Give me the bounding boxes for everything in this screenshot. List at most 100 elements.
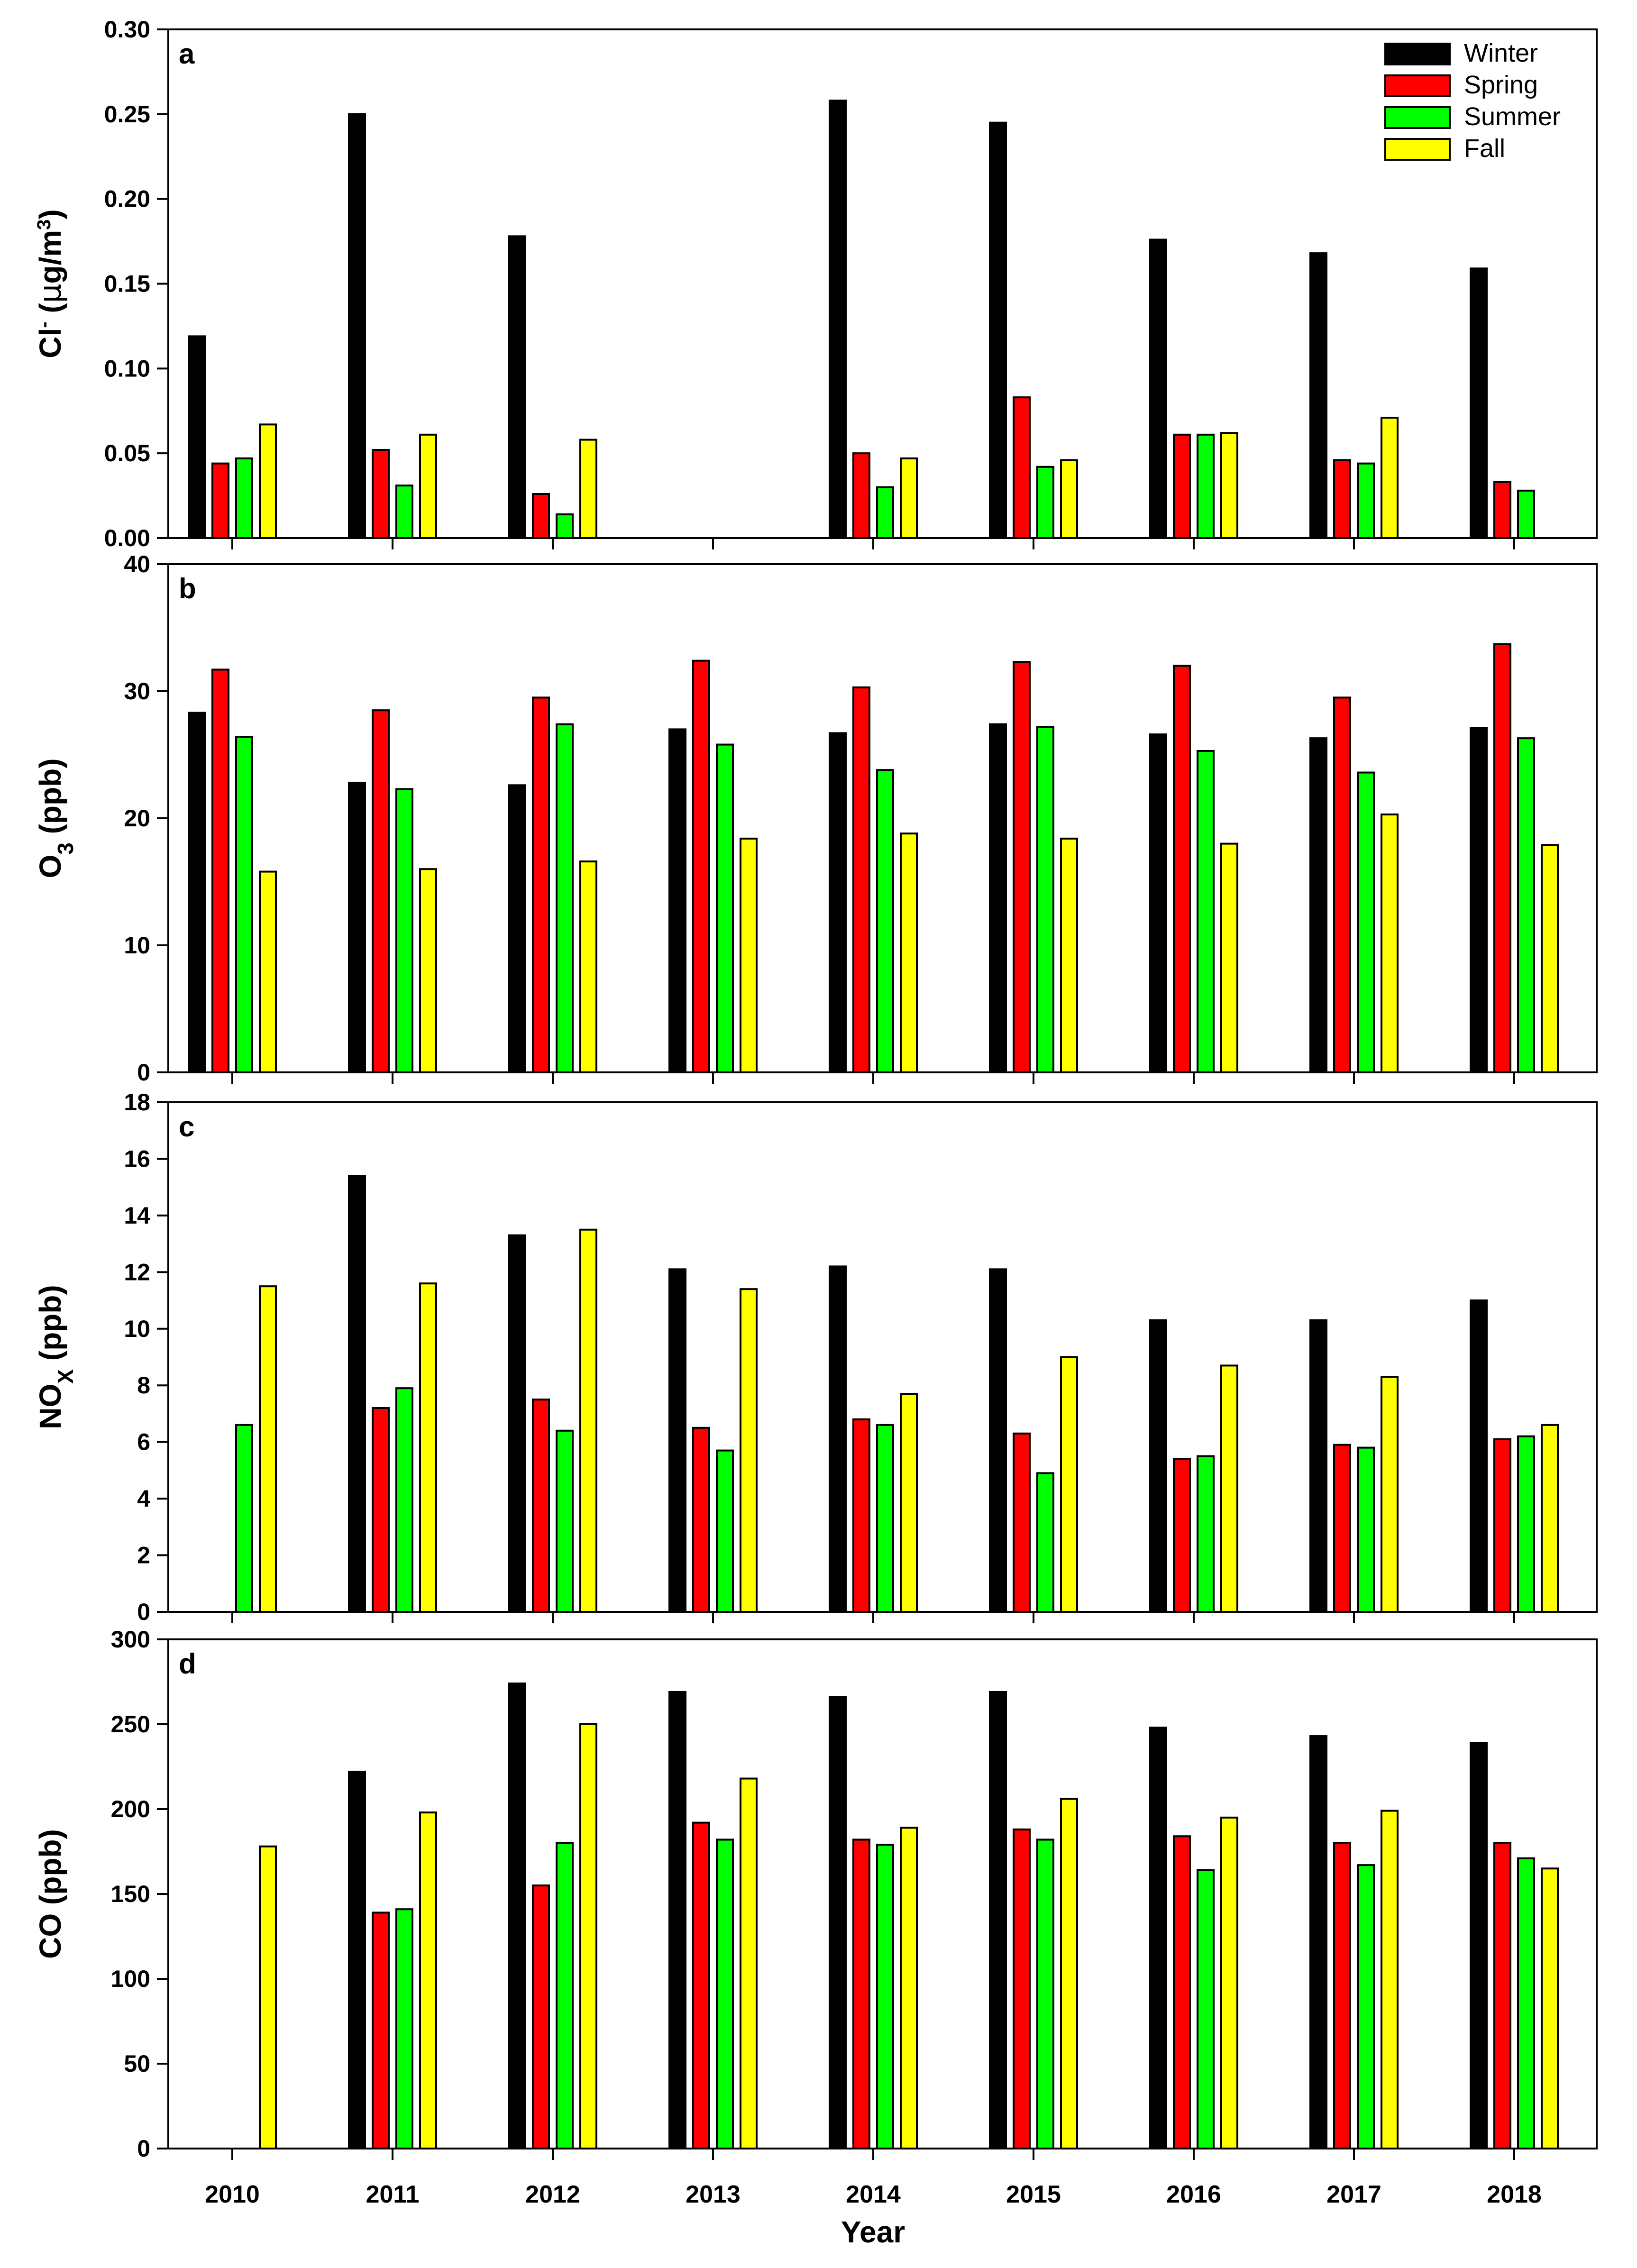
y-label-unit: g/m [33,230,67,284]
bar-fall-2011 [419,1811,437,2149]
x-tick-label: 2016 [1166,2181,1221,2208]
bar-winter-2011 [348,113,366,540]
bar-winter-2015 [989,723,1007,1074]
bar-winter-2014 [829,1696,847,2149]
bar-summer-2012 [556,1429,574,1613]
bar-summer-2010 [235,457,253,539]
x-tick-label: 2017 [1326,2181,1381,2208]
bar-fall-2011 [419,868,437,1073]
y-label-unit: ) [33,209,67,219]
bar-summer-2014 [876,486,894,539]
y-tick-label: 0.10 [104,355,150,382]
bar-summer-2015 [1036,726,1054,1074]
bar-spring-2016 [1173,1458,1191,1613]
bar-fall-2018 [1541,844,1559,1074]
bar-winter-2016 [1149,1727,1167,2149]
bar-spring-2011 [372,449,390,539]
bar-summer-2015 [1036,466,1054,540]
chart-panel-b: 0 10 20 30 40 b O3 (ppb) [33,551,1598,1086]
bar-fall-2012 [579,439,597,540]
y-tick-label: 14 [124,1202,150,1229]
legend-swatch-spring [1384,74,1451,97]
x-tick-label: 2018 [1487,2181,1542,2208]
y-tick-label: 2 [137,1542,150,1569]
bar-spring-2010 [211,462,229,539]
legend-label-spring: Spring [1464,71,1538,99]
bar-summer-2012 [556,723,574,1074]
bar-fall-2014 [900,457,918,539]
bar-winter-2012 [508,784,526,1073]
bar-spring-2011 [372,709,390,1073]
bar-fall-2012 [579,1228,597,1613]
bar-spring-2013 [692,659,710,1074]
bar-winter-2010 [188,335,206,539]
panel-letter: b [179,573,196,604]
plot-frame [167,1101,1598,1613]
bar-spring-2015 [1013,661,1031,1073]
bar-spring-2010 [211,668,229,1073]
bar-fall-2010 [259,423,277,540]
y-label-main: CO (ppb) [33,1829,67,1959]
y-label-sub: X [53,1369,78,1384]
y-label-main: O [33,855,67,878]
y-axis-label: NOX (ppb) [33,1285,78,1429]
y-tick-label: 0 [137,1599,150,1625]
x-axis-label: Year [841,2215,905,2249]
plot-frame [167,563,1598,1073]
x-tick-label: 2015 [1006,2181,1061,2208]
bar-winter-2011 [348,1175,366,1613]
bar-summer-2015 [1036,1472,1054,1613]
bar-winter-2013 [668,728,686,1073]
y-tick-label: 250 [111,1711,150,1738]
y-label-unit: (ppb) [33,1285,67,1369]
bar-spring-2016 [1173,1835,1191,2149]
bar-spring-2015 [1013,1432,1031,1613]
bar-spring-2013 [692,1427,710,1613]
bar-winter-2017 [1309,737,1327,1074]
bar-spring-2013 [692,1821,710,2149]
y-label-mu: µ [33,284,68,303]
bar-fall-2016 [1220,432,1238,539]
bar-winter-2014 [829,732,847,1073]
bar-spring-2012 [532,696,550,1073]
bar-winter-2012 [508,235,526,539]
bar-winter-2016 [1149,733,1167,1073]
legend-label-winter: Winter [1464,39,1538,67]
bar-spring-2014 [852,1838,870,2149]
bar-spring-2018 [1493,481,1511,539]
bar-winter-2014 [829,1265,847,1613]
bar-winter-2016 [1149,238,1167,539]
bar-summer-2017 [1357,1864,1375,2149]
y-label-main: NO [33,1384,67,1429]
x-tick-label: 2010 [205,2181,260,2208]
y-tick-label: 16 [124,1145,150,1172]
bar-winter-2018 [1470,1299,1488,1613]
y-label-unit: ( [33,303,67,322]
y-tick-label: 0.25 [104,101,150,128]
bar-spring-2016 [1173,665,1191,1073]
bar-spring-2017 [1333,696,1351,1073]
legend-label-summer: Summer [1464,102,1561,131]
bar-winter-2011 [348,781,366,1073]
bar-summer-2018 [1517,1435,1535,1613]
bar-winter-2015 [989,1268,1007,1613]
bar-summer-2018 [1517,737,1535,1074]
bar-winter-2010 [188,712,206,1074]
bar-spring-2015 [1013,396,1031,539]
bar-fall-2016 [1220,842,1238,1073]
panel-letter: c [179,1111,194,1143]
bar-summer-2018 [1517,1857,1535,2150]
y-tick-label: 200 [111,1796,150,1822]
bar-fall-2016 [1220,1816,1238,2149]
bar-fall-2015 [1060,837,1078,1073]
bar-winter-2016 [1149,1319,1167,1613]
bar-fall-2013 [740,1288,758,1613]
bar-winter-2012 [508,1683,526,2150]
bar-fall-2013 [740,837,758,1073]
y-axis-label: CO (ppb) [33,1829,67,1959]
y-label-unit: (ppb) [33,758,67,842]
bar-fall-2017 [1381,417,1399,539]
bar-summer-2011 [395,788,413,1073]
bar-spring-2012 [532,1884,550,2150]
legend-label-fall: Fall [1464,134,1505,163]
